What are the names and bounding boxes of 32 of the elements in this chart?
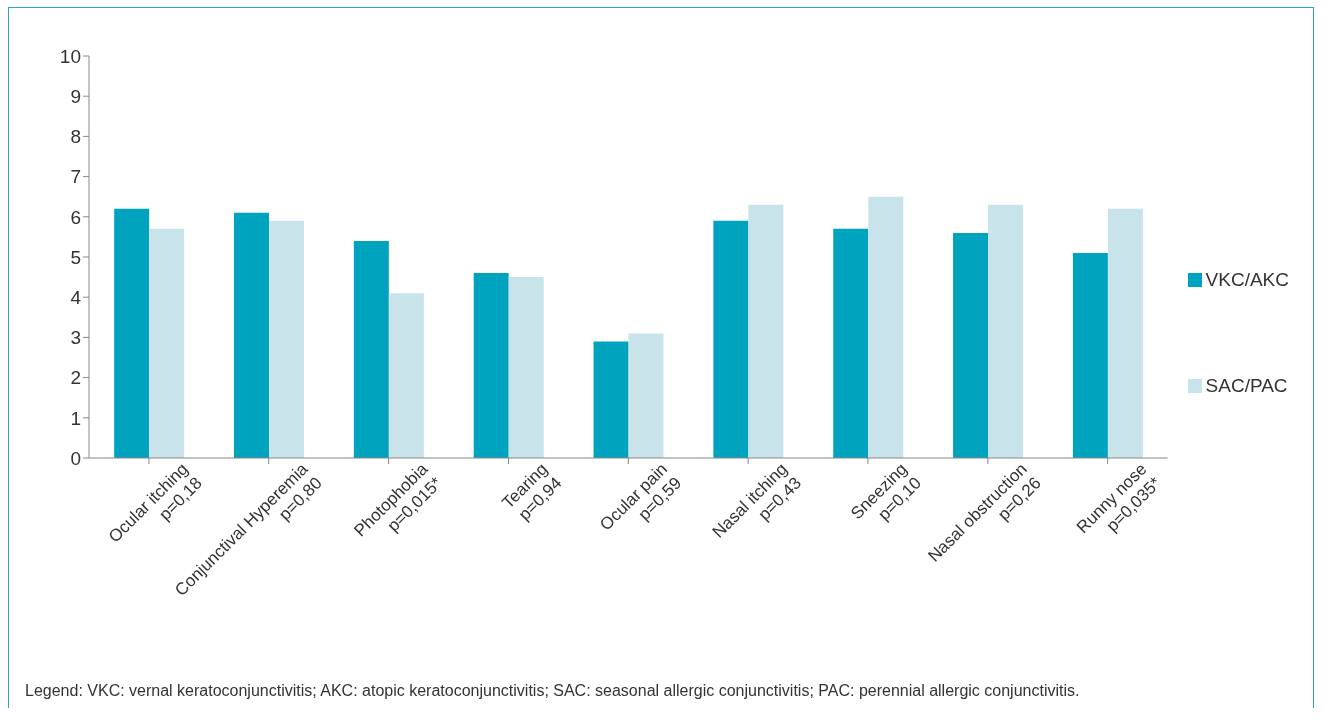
legend-label: VKC/AKC <box>1205 269 1289 291</box>
bar <box>953 232 989 458</box>
y-tick-label: 7 <box>70 166 81 188</box>
bar <box>593 341 629 458</box>
bar <box>833 228 869 458</box>
bar <box>388 293 424 458</box>
y-tick-label: 0 <box>70 447 81 469</box>
bar <box>114 208 150 458</box>
text: Legend: VKC: vernal keratoconjunctivitis; AKC: atopic keratoconjunctivitis; SAC: seasonal allergic conjunctivitis; PAC: perennial allergic conjunctivitis. <box>25 682 1080 700</box>
bar <box>234 212 270 458</box>
bar <box>628 333 664 458</box>
y-tick-label: 5 <box>70 246 81 268</box>
bar <box>1107 208 1143 458</box>
y-tick-label: 8 <box>70 126 81 148</box>
y-tick-label: 9 <box>70 85 81 107</box>
bar <box>1072 252 1108 458</box>
y-tick-label: 2 <box>70 367 81 389</box>
bar <box>713 220 749 458</box>
bar <box>269 220 305 458</box>
y-tick-label: 6 <box>70 206 81 228</box>
bar <box>473 273 509 458</box>
y-tick-label: 3 <box>70 327 81 349</box>
bar <box>748 204 784 458</box>
bar <box>149 228 185 458</box>
bar <box>868 196 904 458</box>
legend-label: SAC/PAC <box>1205 375 1288 397</box>
y-tick-label: 1 <box>70 407 81 429</box>
bar <box>988 204 1024 458</box>
y-tick-label: 4 <box>70 286 82 308</box>
bar <box>353 240 389 458</box>
y-tick-label: 10 <box>59 45 81 67</box>
bar <box>508 277 544 458</box>
